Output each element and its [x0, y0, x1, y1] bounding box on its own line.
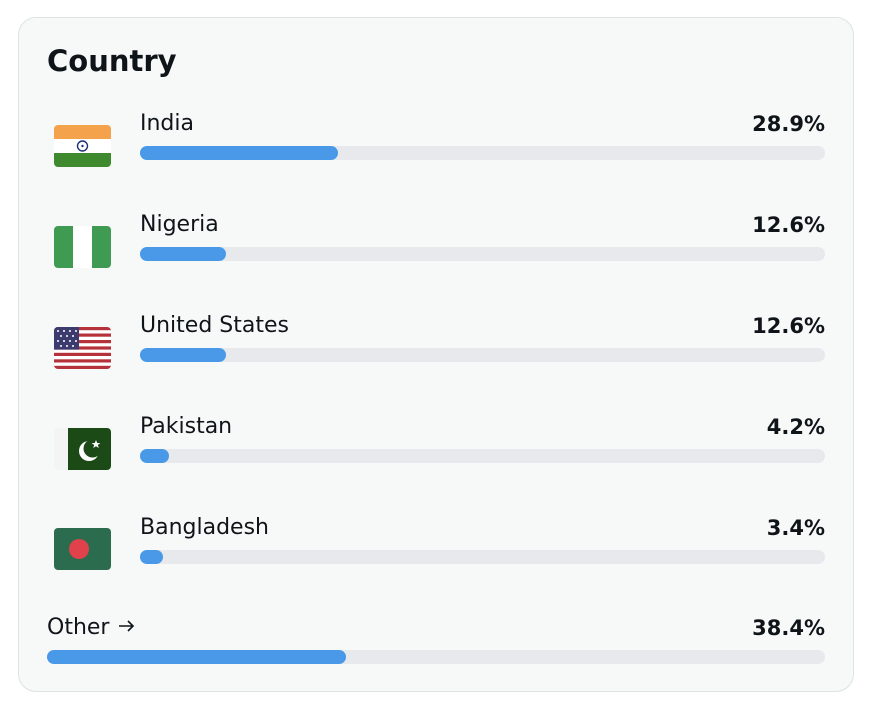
country-percent: 12.6% — [752, 314, 825, 338]
country-percent: 3.4% — [766, 516, 825, 540]
card-title: Country — [47, 44, 177, 78]
bar — [47, 650, 346, 664]
other-label: Other — [47, 615, 110, 640]
other-link[interactable]: Other — [47, 615, 137, 641]
bar-track — [140, 449, 825, 463]
bar-track — [140, 146, 825, 160]
country-name: Nigeria — [140, 212, 219, 237]
flag-bangladesh — [54, 528, 111, 570]
bar — [140, 146, 338, 160]
bar-track — [47, 650, 825, 664]
flag-india — [54, 125, 111, 167]
bar-track — [140, 348, 825, 362]
country-name: United States — [140, 313, 289, 338]
country-name: Bangladesh — [140, 515, 269, 540]
country-percent: 4.2% — [766, 415, 825, 439]
country-percent: 12.6% — [752, 213, 825, 237]
other-percent: 38.4% — [752, 616, 825, 640]
bar — [140, 550, 164, 564]
country-name: India — [140, 111, 194, 136]
flag-pakistan — [54, 428, 111, 470]
bar — [140, 449, 169, 463]
bar — [140, 348, 227, 362]
bar-track — [140, 550, 825, 564]
arrow-icon — [119, 620, 135, 632]
country-percent: 28.9% — [752, 112, 825, 136]
bar — [140, 247, 227, 261]
country-name: Pakistan — [140, 414, 233, 439]
flag-nigeria — [54, 226, 111, 268]
bar-track — [140, 247, 825, 261]
flag-united-states — [54, 327, 111, 369]
